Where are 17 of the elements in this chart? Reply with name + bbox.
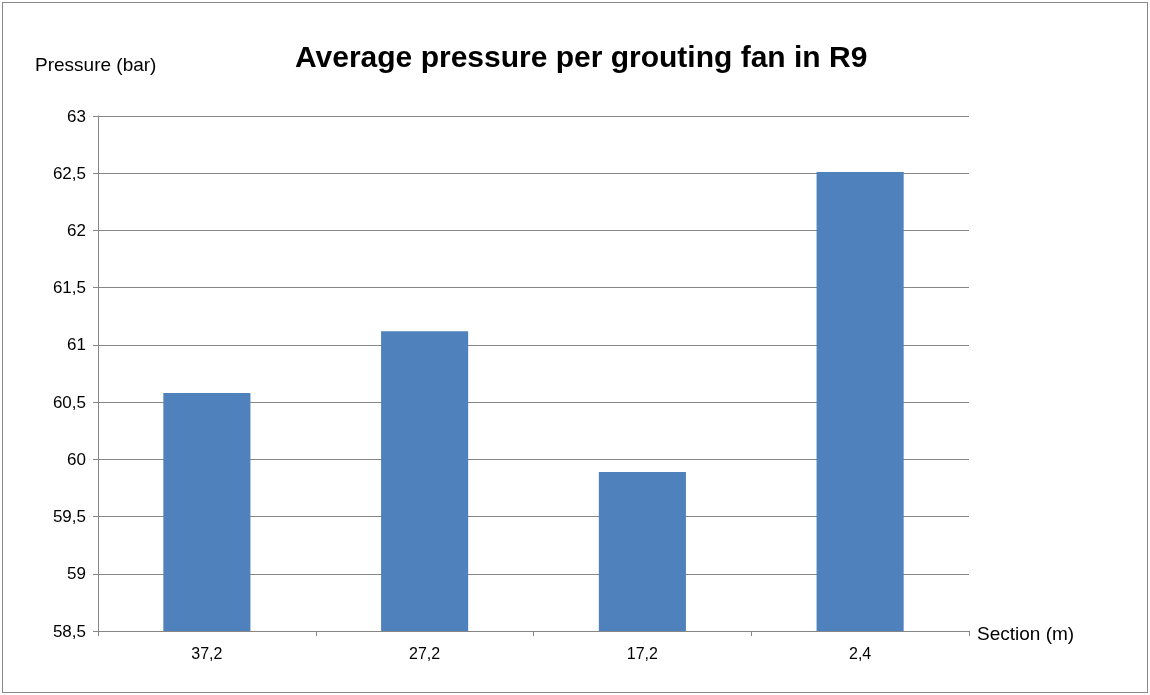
y-tick-label: 61 [67, 335, 86, 355]
chart-title: Average pressure per grouting fan in R9 [295, 39, 868, 73]
y-tick-label: 58,5 [52, 621, 86, 641]
y-tick-label: 63 [67, 106, 86, 126]
y-tick-label: 62,5 [52, 163, 86, 183]
y-tick-label: 61,5 [52, 278, 86, 298]
x-axis-title: Section (m) [977, 623, 1075, 644]
x-tick-label: 37,2 [191, 644, 223, 662]
y-tick-label: 60,5 [52, 392, 86, 412]
y-tick-label: 59 [67, 564, 86, 584]
y-axis-title: Pressure (bar) [35, 54, 157, 75]
y-tick-label: 62 [67, 220, 86, 240]
x-tick-label: 2,4 [849, 644, 872, 662]
y-tick-label: 60 [67, 449, 86, 469]
y-tick-label: 59,5 [52, 507, 86, 527]
x-tick-label: 17,2 [626, 644, 659, 662]
x-tick-label: 27,2 [409, 644, 441, 662]
